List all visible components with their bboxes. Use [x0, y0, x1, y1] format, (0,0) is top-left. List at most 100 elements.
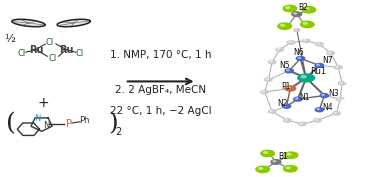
Circle shape: [286, 167, 290, 169]
Circle shape: [262, 91, 265, 92]
Circle shape: [261, 90, 268, 94]
Circle shape: [301, 76, 306, 78]
Circle shape: [298, 57, 301, 58]
Circle shape: [315, 64, 324, 67]
Circle shape: [270, 110, 272, 112]
Circle shape: [303, 36, 308, 38]
Circle shape: [266, 79, 268, 80]
Circle shape: [328, 52, 331, 53]
Circle shape: [294, 13, 297, 14]
Circle shape: [283, 5, 297, 12]
Circle shape: [300, 129, 305, 131]
Circle shape: [286, 7, 290, 8]
Circle shape: [301, 21, 314, 28]
Circle shape: [341, 100, 347, 102]
Circle shape: [261, 150, 274, 157]
Circle shape: [270, 61, 272, 62]
Circle shape: [305, 8, 309, 10]
Text: Ru: Ru: [59, 45, 73, 55]
Circle shape: [315, 108, 324, 112]
Text: B2: B2: [299, 3, 308, 12]
Circle shape: [271, 160, 281, 164]
Circle shape: [284, 105, 287, 106]
Circle shape: [340, 82, 342, 83]
Circle shape: [317, 64, 319, 65]
Circle shape: [287, 153, 291, 155]
Circle shape: [318, 39, 323, 41]
Circle shape: [268, 60, 276, 64]
Circle shape: [288, 37, 293, 40]
Text: 22 °C, 1 h, −2 AgCl: 22 °C, 1 h, −2 AgCl: [110, 106, 211, 116]
Circle shape: [341, 62, 346, 65]
Circle shape: [263, 152, 268, 153]
Text: ): ): [108, 112, 118, 135]
Circle shape: [276, 48, 284, 51]
Circle shape: [257, 94, 263, 97]
Text: 2: 2: [115, 127, 121, 137]
Text: N1: N1: [299, 93, 310, 102]
Circle shape: [336, 66, 338, 67]
Circle shape: [315, 119, 318, 120]
Circle shape: [294, 97, 302, 101]
Text: 1. NMP, 170 °C, 1 h: 1. NMP, 170 °C, 1 h: [110, 50, 211, 60]
Circle shape: [317, 109, 319, 110]
Circle shape: [302, 7, 316, 13]
Text: Ru1: Ru1: [310, 67, 326, 76]
Text: N: N: [34, 114, 40, 123]
Circle shape: [338, 98, 340, 99]
Circle shape: [284, 119, 291, 122]
Text: Ph: Ph: [79, 116, 89, 125]
Text: 2. 2 AgBF₄, MeCN: 2. 2 AgBF₄, MeCN: [115, 85, 206, 95]
Text: N5: N5: [280, 61, 290, 70]
Circle shape: [338, 81, 346, 85]
Text: N7: N7: [322, 56, 333, 65]
Circle shape: [284, 152, 298, 158]
Text: Cl: Cl: [45, 38, 53, 47]
Circle shape: [256, 166, 270, 173]
Text: ½: ½: [5, 34, 15, 44]
Circle shape: [304, 40, 306, 41]
Circle shape: [277, 48, 280, 50]
Text: +: +: [38, 96, 49, 110]
Circle shape: [316, 42, 323, 46]
Circle shape: [303, 22, 307, 24]
Circle shape: [298, 74, 314, 82]
Text: N6: N6: [293, 48, 304, 57]
Circle shape: [317, 124, 322, 127]
Circle shape: [322, 94, 324, 96]
Circle shape: [299, 122, 306, 126]
Circle shape: [314, 119, 321, 122]
Circle shape: [335, 117, 340, 120]
Circle shape: [276, 45, 281, 47]
Circle shape: [287, 41, 295, 44]
Circle shape: [294, 29, 300, 32]
Polygon shape: [57, 19, 90, 27]
Circle shape: [284, 165, 297, 172]
Text: Ru: Ru: [29, 45, 43, 55]
Circle shape: [273, 161, 276, 162]
Circle shape: [265, 78, 272, 81]
Circle shape: [320, 94, 328, 98]
Circle shape: [268, 110, 276, 113]
Circle shape: [334, 112, 336, 113]
Circle shape: [336, 97, 344, 101]
Text: B1: B1: [278, 152, 288, 161]
Circle shape: [268, 57, 273, 60]
Circle shape: [283, 126, 288, 129]
Text: P1: P1: [281, 82, 290, 91]
Circle shape: [289, 41, 291, 42]
Circle shape: [285, 69, 293, 73]
Circle shape: [285, 86, 296, 91]
Circle shape: [285, 119, 287, 120]
Text: N4: N4: [322, 103, 333, 112]
Text: P: P: [66, 119, 72, 129]
Circle shape: [280, 24, 285, 26]
Text: Cl: Cl: [75, 49, 84, 58]
Polygon shape: [12, 19, 45, 27]
Circle shape: [292, 12, 302, 16]
Circle shape: [300, 123, 302, 124]
Circle shape: [295, 98, 298, 99]
Circle shape: [327, 51, 335, 55]
Text: N3: N3: [328, 89, 339, 98]
Circle shape: [295, 29, 297, 30]
